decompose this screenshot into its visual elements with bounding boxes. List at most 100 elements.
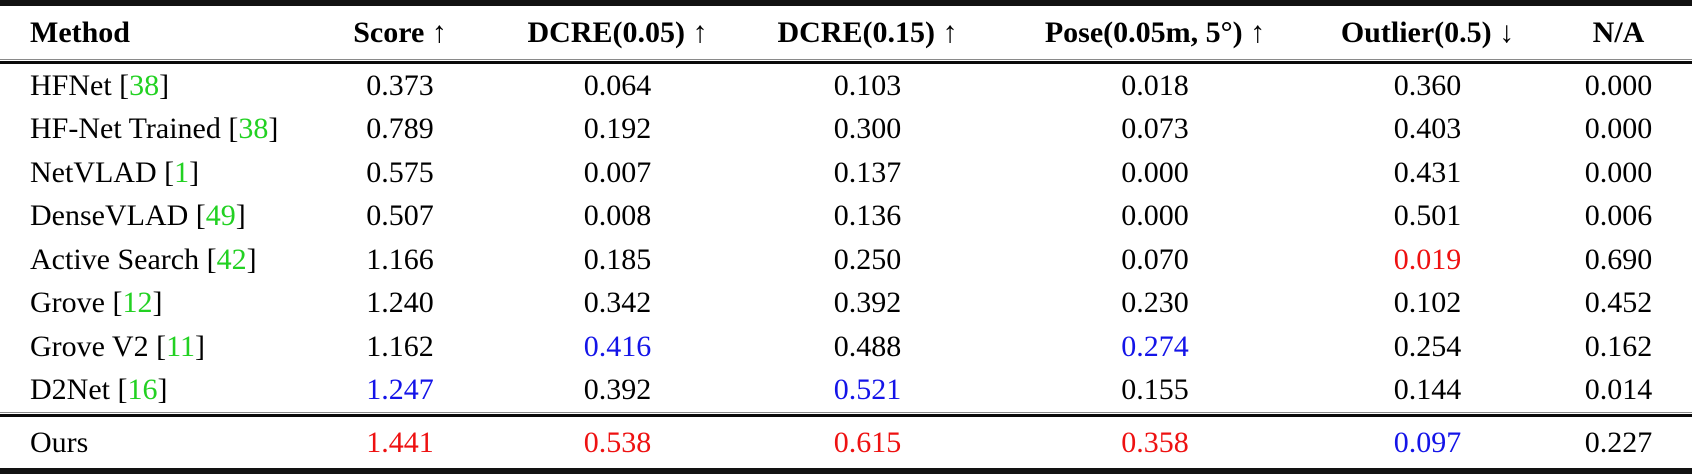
dcre-015-cell: 0.136 [833, 199, 902, 233]
outlier-cell: 0.144 [1393, 373, 1462, 407]
citation-ref: 12 [122, 286, 153, 320]
table-rule-above-ours [0, 412, 1692, 417]
method-name: D2Net [30, 373, 110, 407]
dcre-005-cell: 0.064 [583, 68, 652, 102]
score-cell: 1.240 [366, 286, 434, 320]
table-rule-under-header [0, 59, 1692, 64]
citation-bracket-open: [ [164, 155, 175, 189]
dcre-005-cell: 0.416 [583, 329, 652, 363]
table-row-ours: Ours 1.441 0.538 0.615 0.358 0.097 0.227 [0, 417, 1692, 468]
method-cell: HFNet [38] [0, 64, 300, 108]
method-cell: Grove [12] [0, 282, 300, 326]
na-cell: 0.162 [1584, 329, 1653, 363]
outlier-cell: 0.403 [1393, 112, 1462, 146]
citation-bracket-open: [ [112, 286, 123, 320]
citation-bracket-close: ] [268, 112, 279, 146]
outlier-cell: 0.360 [1393, 68, 1462, 102]
table-header-row: Method Score ↑ DCRE(0.05) ↑ DCRE(0.15) ↑ Pos… [0, 6, 1692, 59]
na-cell: 0.227 [1584, 425, 1653, 459]
dcre-015-cell: 0.103 [833, 68, 902, 102]
method-cell: Grove V2 [11] [0, 325, 300, 369]
citation-bracket-close: ] [159, 68, 170, 102]
method-name: Active Search [30, 242, 200, 276]
dcre-015-cell: 0.488 [833, 329, 902, 363]
method-name: DenseVLAD [30, 199, 189, 233]
citation-bracket-close: ] [246, 242, 257, 276]
column-header-score: Score ↑ [353, 15, 447, 49]
citation-ref: 11 [166, 329, 195, 363]
method-cell: DenseVLAD [49] [0, 195, 300, 239]
citation-ref: 49 [205, 199, 236, 233]
dcre-005-cell: 0.007 [583, 155, 652, 189]
pose-cell: 0.155 [1121, 373, 1189, 407]
dcre-005-cell: 0.392 [583, 373, 652, 407]
column-header-dcre-015: DCRE(0.15) ↑ [777, 15, 958, 49]
table-rule-top [0, 0, 1692, 6]
dcre-005-cell: 0.192 [583, 112, 652, 146]
method-cell: HF-Net Trained [38] [0, 108, 300, 152]
table-row: Grove V2 [11] 1.162 0.416 0.488 0.274 0.254 0.… [0, 325, 1692, 369]
table-row: Grove [12] 1.240 0.342 0.392 0.230 0.102 0.452 [0, 282, 1692, 326]
method-space [105, 286, 113, 320]
table-row: NetVLAD [1] 0.575 0.007 0.137 0.000 0.431 0.00… [0, 151, 1692, 195]
method-space [188, 199, 196, 233]
score-cell: 0.789 [366, 112, 434, 146]
pose-cell: 0.274 [1121, 329, 1189, 363]
dcre-015-cell: 0.300 [833, 112, 902, 146]
table-row: HFNet [38] 0.373 0.064 0.103 0.018 0.360 0.000 [0, 64, 1692, 108]
method-cell: NetVLAD [1] [0, 151, 300, 195]
citation-bracket-close: ] [152, 286, 163, 320]
method-space [149, 330, 157, 364]
table-row: D2Net [16] 1.247 0.392 0.521 0.155 0.144 0.014 [0, 369, 1692, 413]
method-cell: D2Net [16] [0, 369, 300, 413]
dcre-015-cell: 0.615 [833, 425, 902, 459]
citation-bracket-open: [ [195, 199, 206, 233]
table-body: HFNet [38] 0.373 0.064 0.103 0.018 0.360 0.000… [0, 64, 1692, 412]
column-header-na: N/A [1592, 15, 1645, 49]
column-header-method: Method [30, 15, 130, 49]
column-header-pose: Pose(0.05m, 5°) ↑ [1044, 15, 1266, 49]
outlier-cell: 0.097 [1393, 425, 1462, 459]
na-cell: 0.690 [1584, 242, 1653, 276]
citation-bracket-close: ] [189, 155, 200, 189]
method-space [110, 373, 118, 407]
method-space [112, 69, 120, 103]
column-header-dcre-005: DCRE(0.05) ↑ [527, 15, 708, 49]
citation-ref: 1 [174, 155, 190, 189]
citation-bracket-open: [ [119, 68, 130, 102]
citation-bracket-open: [ [156, 329, 167, 363]
method-name: NetVLAD [30, 155, 157, 189]
na-cell: 0.014 [1584, 373, 1653, 407]
method-name: HFNet [30, 68, 112, 102]
table-rule-bottom [0, 468, 1692, 474]
citation-bracket-open: [ [206, 242, 217, 276]
pose-cell: 0.018 [1121, 68, 1189, 102]
pose-cell: 0.070 [1121, 242, 1189, 276]
na-cell: 0.000 [1584, 68, 1653, 102]
score-cell: 0.575 [366, 155, 434, 189]
pose-cell: 0.000 [1121, 199, 1189, 233]
dcre-005-cell: 0.008 [583, 199, 652, 233]
citation-ref: 38 [129, 68, 160, 102]
pose-cell: 0.000 [1121, 155, 1189, 189]
outlier-cell: 0.501 [1393, 199, 1462, 233]
score-cell: 1.247 [366, 373, 434, 407]
dcre-015-cell: 0.392 [833, 286, 902, 320]
citation-ref: 42 [216, 242, 247, 276]
method-name: HF-Net Trained [30, 112, 221, 146]
dcre-005-cell: 0.538 [583, 425, 652, 459]
pose-cell: 0.358 [1121, 425, 1189, 459]
na-cell: 0.006 [1584, 199, 1653, 233]
outlier-cell: 0.431 [1393, 155, 1462, 189]
column-header-outlier: Outlier(0.5) ↓ [1340, 15, 1515, 49]
pose-cell: 0.230 [1121, 286, 1189, 320]
outlier-cell: 0.254 [1393, 329, 1462, 363]
method-space [199, 243, 207, 277]
citation-bracket-close: ] [157, 373, 168, 407]
table-row: DenseVLAD [49] 0.507 0.008 0.136 0.000 0.501 0… [0, 195, 1692, 239]
method-space [157, 156, 165, 190]
citation-bracket-close: ] [194, 329, 205, 363]
score-cell: 1.162 [366, 329, 434, 363]
outlier-cell: 0.019 [1393, 242, 1462, 276]
